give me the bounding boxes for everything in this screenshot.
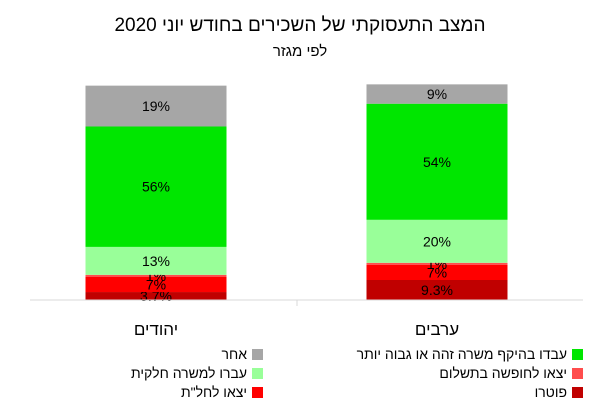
bar-segment-0-0 bbox=[366, 280, 508, 300]
bar-segment-0-4 bbox=[366, 103, 508, 220]
legend-swatch-2 bbox=[572, 368, 583, 379]
bar-segment-1-3 bbox=[85, 246, 227, 275]
bar-segment-0-5 bbox=[366, 84, 508, 104]
legend-label-1: יצאו לחל"ת bbox=[181, 384, 247, 400]
bar-segment-0-1 bbox=[366, 264, 508, 281]
legend-label-5: אחר bbox=[222, 346, 248, 362]
bar-segment-1-2 bbox=[85, 274, 227, 277]
bar-segment-1-4 bbox=[85, 126, 227, 247]
bar-segment-0-3 bbox=[366, 219, 508, 263]
legend-swatch-1 bbox=[252, 387, 263, 398]
legend-swatch-5 bbox=[252, 349, 263, 360]
legend-swatch-4 bbox=[572, 349, 583, 360]
category-labels: ערבים יהודים bbox=[134, 320, 459, 339]
data-label-1-4: 56% bbox=[142, 179, 170, 195]
bars-group: 9.3%7%1%20%54%9%3.7%7%1%13%56%19% bbox=[85, 84, 508, 304]
data-label-1-1: 7% bbox=[146, 277, 166, 293]
bar-segment-1-5 bbox=[85, 85, 227, 127]
legend-label-2: יצאו לחופשה בתשלום bbox=[439, 365, 567, 381]
category-label-1: יהודים bbox=[134, 320, 178, 339]
legend-label-3: עברו למשרה חלקית bbox=[131, 365, 247, 381]
data-label-1-3: 13% bbox=[142, 253, 170, 269]
category-label-0: ערבים bbox=[415, 320, 459, 339]
legend: עבדו בהיקף משרה זהה או גבוה יותר אחר יצאו … bbox=[131, 346, 583, 400]
bar-segment-0-2 bbox=[366, 262, 508, 265]
data-label-0-3: 20% bbox=[423, 233, 451, 249]
legend-label-4: עבדו בהיקף משרה זהה או גבוה יותר bbox=[357, 346, 567, 362]
chart-title: המצב התעסוקתי של השכירים בחודש יוני 2020 bbox=[114, 15, 485, 36]
legend-swatch-3 bbox=[252, 368, 263, 379]
chart-subtitle: לפי מגזר bbox=[273, 43, 327, 60]
data-label-1-5: 19% bbox=[142, 98, 170, 114]
bar-segment-1-0 bbox=[85, 292, 227, 300]
data-label-0-1: 7% bbox=[427, 265, 447, 281]
bar-segment-1-1 bbox=[85, 276, 227, 293]
data-label-0-4: 54% bbox=[423, 154, 451, 170]
legend-label-0: פוטרו bbox=[535, 384, 567, 400]
data-label-0-0: 9.3% bbox=[421, 282, 453, 298]
legend-swatch-0 bbox=[572, 387, 583, 398]
data-label-0-5: 9% bbox=[427, 86, 447, 102]
